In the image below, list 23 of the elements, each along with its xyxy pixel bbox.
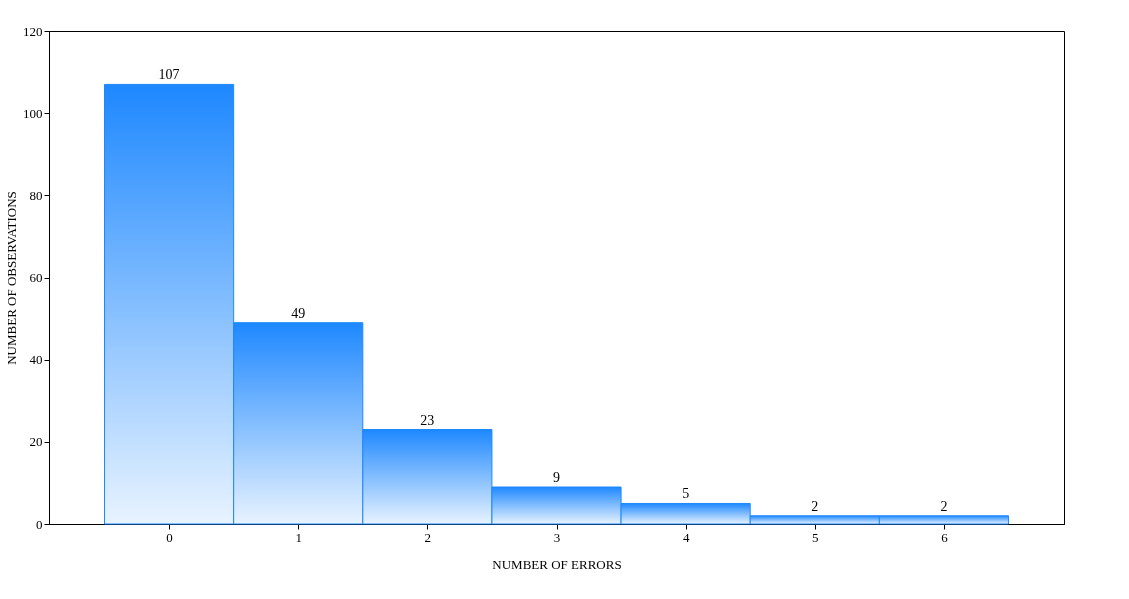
y-tick-label: 0 bbox=[36, 516, 43, 532]
y-tick-label: 80 bbox=[29, 187, 43, 203]
y-tick-label: 60 bbox=[29, 270, 43, 285]
x-tick-label: 5 bbox=[812, 529, 819, 545]
x-tick-label: 4 bbox=[682, 529, 690, 545]
data-label: 107 bbox=[158, 67, 180, 83]
y-axis-title: NUMBER OF OBSERVATIONS bbox=[4, 191, 19, 365]
data-label: 2 bbox=[940, 498, 948, 514]
data-label: 49 bbox=[291, 305, 306, 321]
y-tick-label: 100 bbox=[23, 105, 43, 121]
x-tick-label: 0 bbox=[166, 529, 173, 545]
data-label: 5 bbox=[682, 486, 690, 502]
x-tick-label: 1 bbox=[295, 529, 302, 545]
data-label: 2 bbox=[811, 498, 819, 514]
data-label: 23 bbox=[420, 412, 435, 428]
y-tick-label: 40 bbox=[29, 352, 43, 368]
x-axis-title: NUMBER OF ERRORS bbox=[492, 556, 622, 572]
y-tick-label: 120 bbox=[23, 23, 43, 39]
data-label: 9 bbox=[553, 470, 560, 486]
y-tick-label: 20 bbox=[29, 434, 43, 450]
x-tick-label: 2 bbox=[424, 529, 432, 545]
x-tick-label: 6 bbox=[941, 529, 949, 545]
x-tick-label: 3 bbox=[553, 529, 561, 545]
